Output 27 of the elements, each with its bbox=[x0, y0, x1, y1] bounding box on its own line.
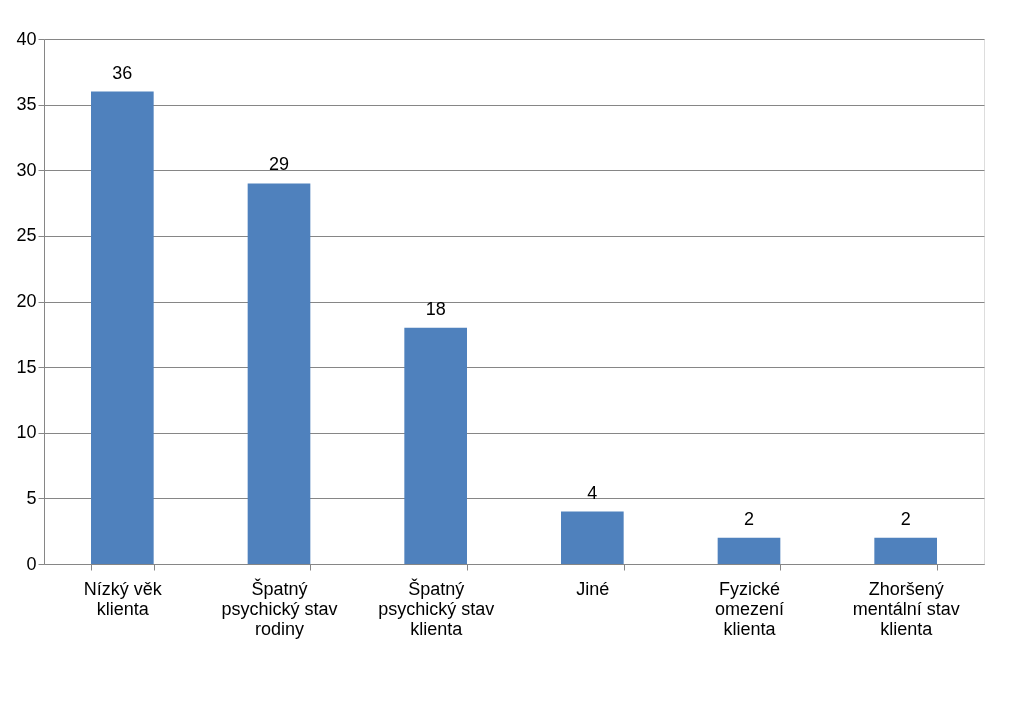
bar bbox=[247, 183, 311, 564]
data-label: 2 bbox=[743, 508, 755, 529]
y-tick-label: 0 bbox=[26, 553, 37, 574]
bar bbox=[717, 537, 781, 564]
bar bbox=[91, 91, 154, 564]
x-tick-label: Fyzické omezení klienta bbox=[714, 578, 785, 639]
x-tick-label: Nízký věk klienta bbox=[83, 578, 163, 619]
x-tick-label: Jiné bbox=[576, 578, 610, 599]
y-tick-label: 30 bbox=[16, 159, 37, 180]
y-tick-label: 40 bbox=[16, 28, 37, 49]
data-label: 29 bbox=[268, 154, 290, 175]
y-tick-label: 25 bbox=[16, 225, 37, 246]
y-tick-label: 20 bbox=[16, 291, 37, 311]
data-label: 2 bbox=[900, 508, 911, 529]
y-tick-label: 35 bbox=[16, 94, 37, 115]
y-tick-label: 10 bbox=[16, 422, 37, 443]
data-label: 36 bbox=[112, 62, 133, 83]
x-tick-label: Zhoršený mentální stav klienta bbox=[852, 578, 960, 639]
data-label: 4 bbox=[587, 482, 598, 503]
bar bbox=[404, 327, 467, 564]
bar bbox=[874, 537, 937, 564]
x-tick-label: Špatný psychický stav klienta bbox=[378, 577, 495, 639]
y-tick-label: 5 bbox=[26, 487, 37, 508]
data-label: 18 bbox=[425, 298, 446, 319]
bar bbox=[561, 511, 624, 564]
x-tick-label: Špatný psychický stav rodiny bbox=[221, 577, 338, 639]
y-tick-label: 15 bbox=[16, 356, 37, 377]
